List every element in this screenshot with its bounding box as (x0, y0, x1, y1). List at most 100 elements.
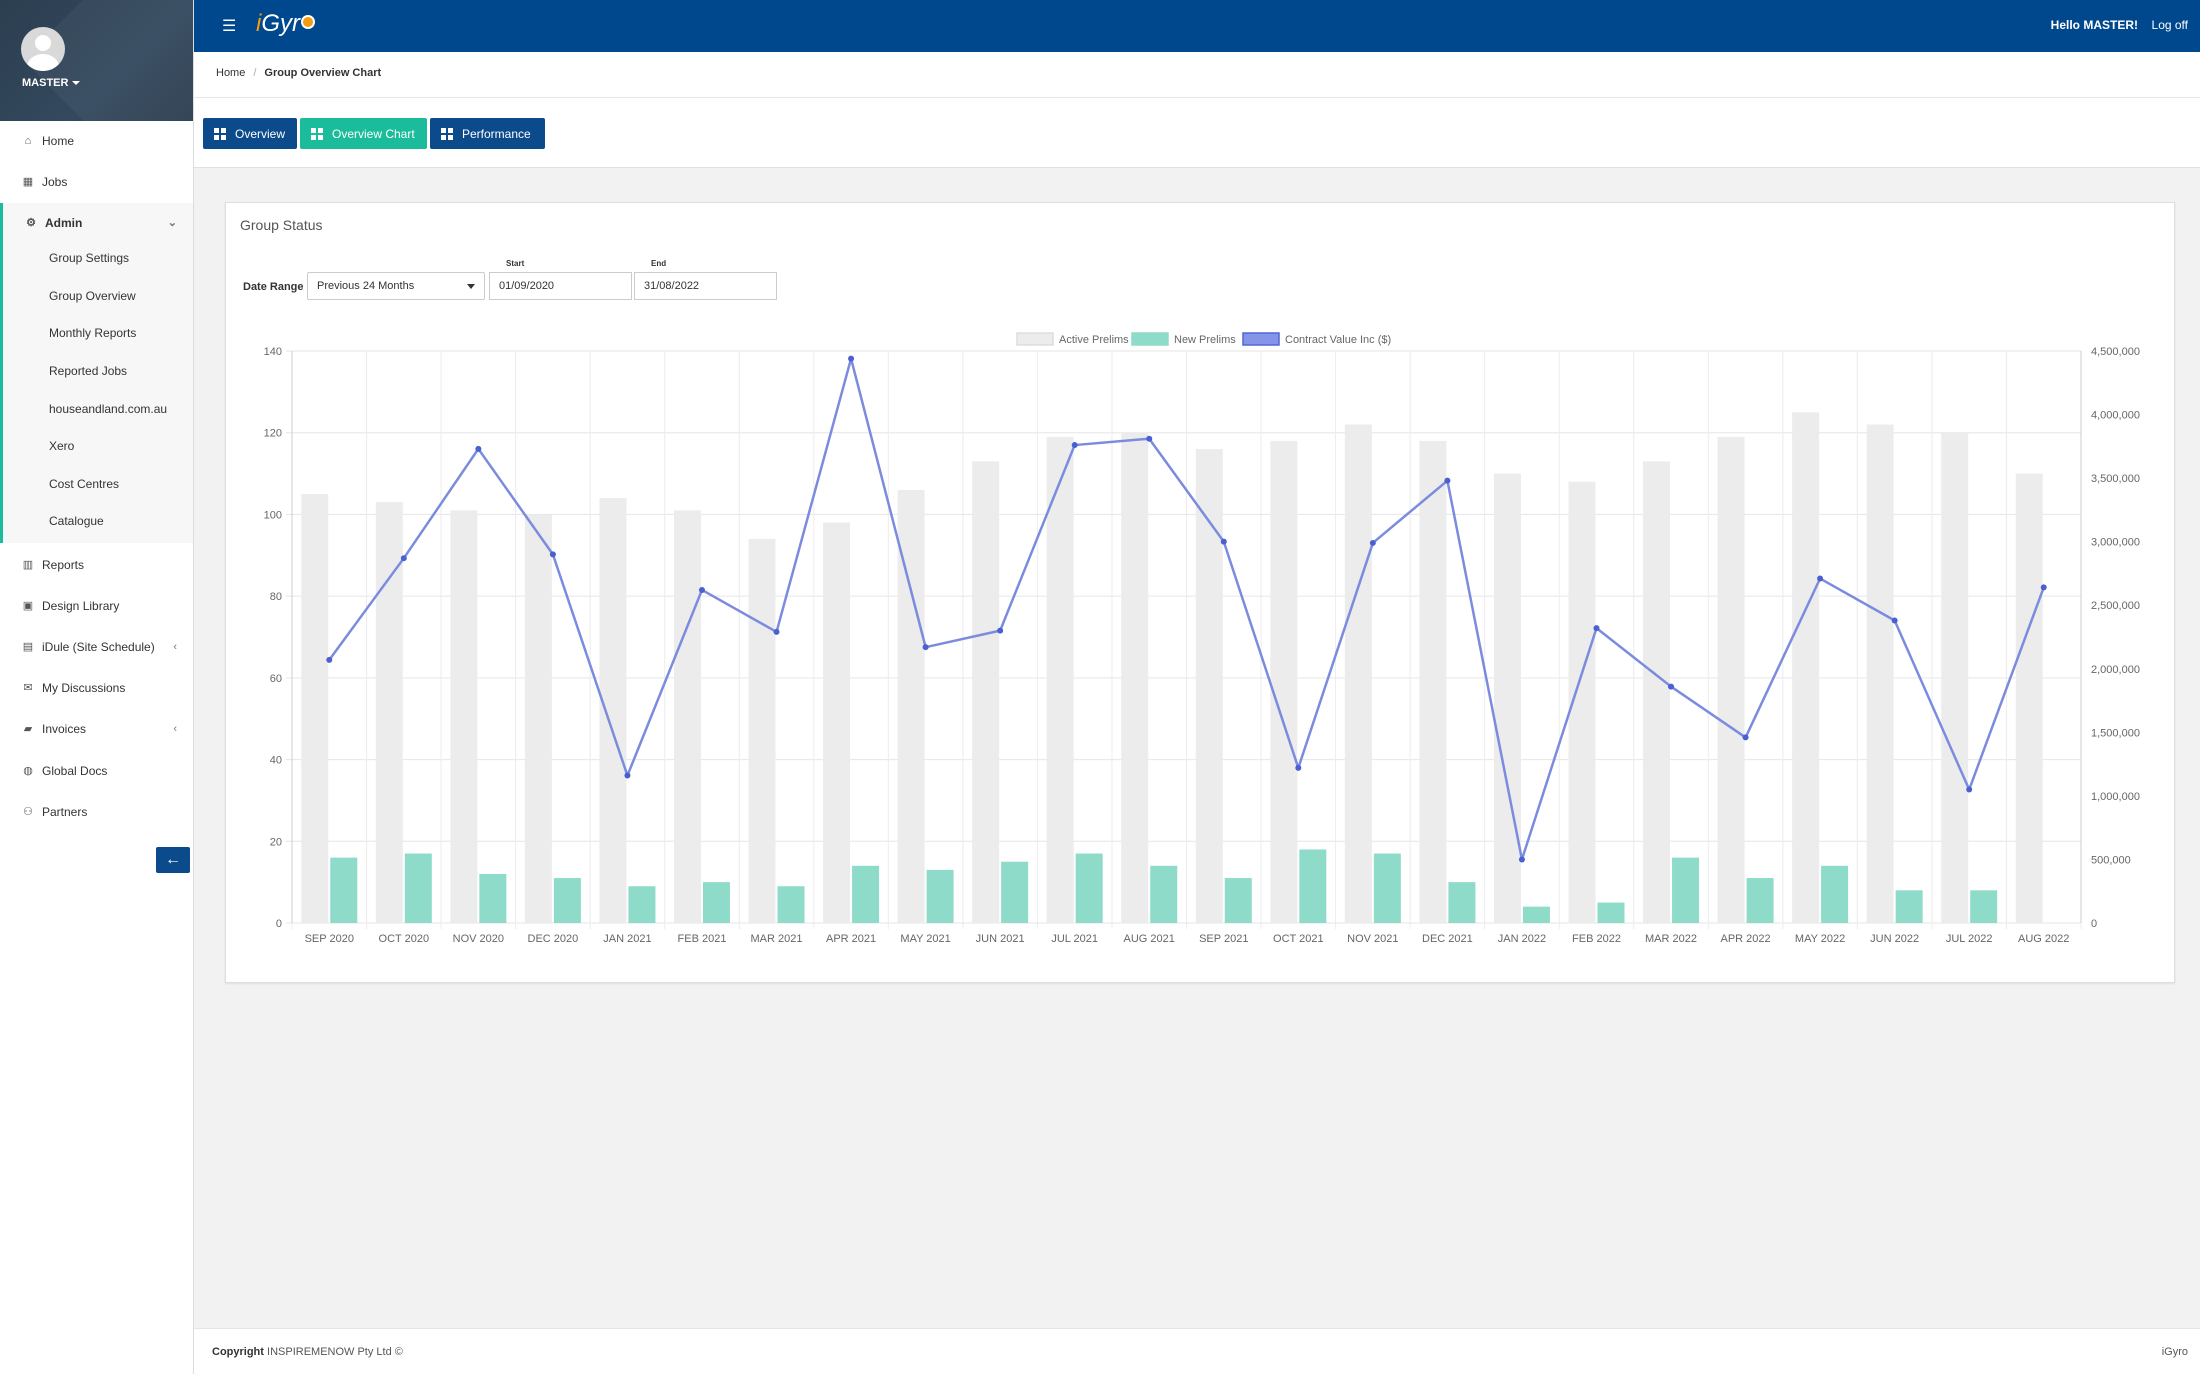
sidebar-item-label: Jobs (42, 174, 68, 189)
y-left-tick-label: 80 (270, 591, 282, 603)
point-contract-value (1817, 575, 1824, 582)
x-tick-label: DEC 2020 (528, 933, 579, 945)
sidebar-item-discussions[interactable]: ✉ My Discussions (0, 667, 193, 708)
greeting: Hello MASTER! (2050, 18, 2138, 32)
chevron-left-icon: ‹ (173, 640, 177, 653)
bar-new-prelims (1001, 861, 1029, 923)
globe-icon: ◍ (23, 765, 33, 777)
sidebar-item-reports[interactable]: ▥ Reports (0, 544, 193, 585)
bar-new-prelims (777, 886, 805, 923)
sidebar-item-label: Design Library (42, 598, 120, 613)
bar-active-prelims (1717, 436, 1745, 923)
footer-brand: iGyro (2161, 1346, 2188, 1358)
tab-performance[interactable]: Performance (430, 118, 545, 149)
x-tick-label: APR 2022 (1720, 933, 1770, 945)
breadcrumb-separator: / (253, 67, 257, 79)
admin-sub-houseandland[interactable]: houseandland.com.au (49, 402, 168, 416)
admin-submenu (0, 203, 193, 543)
admin-sub-xero[interactable]: Xero (49, 439, 75, 453)
x-tick-label: MAY 2021 (900, 933, 950, 945)
admin-sub-monthly-reports[interactable]: Monthly Reports (49, 326, 137, 340)
gear-icon: ⚙ (26, 217, 36, 229)
sidebar-item-jobs[interactable]: ▦ Jobs (0, 161, 193, 202)
tab-overview[interactable]: Overview (203, 118, 297, 149)
point-contract-value (1966, 786, 1973, 793)
bar-new-prelims (330, 857, 358, 923)
legend-swatch (1242, 332, 1280, 346)
logoff-link[interactable]: Log off (2151, 18, 2188, 32)
collapse-sidebar-button[interactable]: ← (156, 847, 190, 873)
bar-new-prelims (1821, 865, 1849, 923)
breadcrumb-current: Group Overview Chart (264, 67, 382, 79)
admin-sub-catalogue[interactable]: Catalogue (49, 514, 104, 528)
y-left-tick-label: 140 (264, 346, 282, 358)
y-left-tick-label: 100 (264, 509, 282, 521)
point-contract-value (848, 355, 855, 362)
bar-new-prelims (852, 865, 880, 923)
sidebar-item-home[interactable]: ⌂ Home (0, 120, 193, 161)
sidebar-item-admin[interactable]: ⚙ Admin ⌄ (0, 202, 193, 243)
legend-swatch (1016, 332, 1054, 346)
admin-sub-group-overview[interactable]: Group Overview (49, 289, 136, 303)
date-range-select[interactable]: Previous 24 Months (307, 272, 485, 300)
sidebar-item-idule[interactable]: ▤ iDule (Site Schedule) ‹ (0, 626, 193, 667)
tab-label: Performance (462, 126, 531, 141)
bar-active-prelims (2015, 473, 2043, 923)
y-right-tick-label: 2,000,000 (2091, 664, 2140, 676)
x-tick-label: FEB 2022 (1572, 933, 1621, 945)
sidebar-item-partners[interactable]: ⚇ Partners (0, 791, 193, 832)
x-tick-label: AUG 2021 (1124, 933, 1175, 945)
sidebar-item-invoices[interactable]: ▰ Invoices ‹ (0, 708, 193, 749)
point-contract-value (400, 555, 407, 562)
sidebar: MASTER ⌂ Home ▦ Jobs ⚙ Admin ⌄ Group Settin… (0, 0, 194, 1374)
point-contract-value (1295, 764, 1302, 771)
y-right-tick-label: 500,000 (2091, 854, 2131, 866)
group-status-panel: Group Status Date Range Previous 24 Mont… (225, 202, 2175, 983)
y-right-tick-label: 4,000,000 (2091, 410, 2140, 422)
bar-new-prelims (628, 886, 656, 923)
legend-label: Active Prelims (1059, 334, 1129, 346)
user-menu[interactable]: MASTER (22, 77, 81, 89)
point-contract-value (1444, 477, 1451, 484)
date-range-value: Previous 24 Months (317, 280, 415, 292)
sidebar-item-design-library[interactable]: ▣ Design Library (0, 585, 193, 626)
line-contract-value (328, 357, 2045, 861)
bar-active-prelims (673, 510, 701, 923)
x-tick-label: MAR 2022 (1645, 933, 1697, 945)
avatar[interactable] (21, 27, 65, 71)
sidebar-item-label: iDule (Site Schedule) (42, 639, 155, 654)
calendar-icon: ▤ (22, 641, 34, 653)
start-date-input[interactable]: 01/09/2020 (489, 272, 632, 300)
tab-overview-chart[interactable]: Overview Chart (300, 118, 427, 149)
bar-chart-icon: ▥ (22, 559, 34, 571)
arrow-left-icon: ← (165, 851, 181, 868)
admin-sub-cost-centres[interactable]: Cost Centres (49, 477, 120, 491)
point-contract-value (1668, 683, 1675, 690)
end-date-input[interactable]: 31/08/2022 (634, 272, 777, 300)
point-contract-value (326, 656, 333, 663)
bar-active-prelims (748, 538, 776, 923)
y-left-tick-label: 0 (276, 918, 282, 930)
point-contract-value (2040, 584, 2047, 591)
breadcrumb: Home / Group Overview Chart (194, 52, 2200, 98)
bar-new-prelims (1672, 857, 1700, 923)
sidebar-item-global-docs[interactable]: ◍ Global Docs (0, 750, 193, 791)
brand-logo[interactable]: iGyr (256, 10, 316, 38)
point-contract-value (1220, 538, 1227, 545)
date-range-label: Date Range (243, 281, 304, 293)
breadcrumb-home[interactable]: Home (216, 67, 246, 79)
hamburger-icon[interactable]: ☰ (222, 18, 237, 35)
sidebar-item-label: Global Docs (42, 763, 108, 778)
admin-sub-reported-jobs[interactable]: Reported Jobs (49, 364, 128, 378)
x-tick-label: DEC 2021 (1422, 933, 1473, 945)
grid-icon (441, 127, 453, 140)
profile-header: MASTER (0, 0, 193, 121)
tab-label: Overview Chart (332, 126, 415, 141)
x-tick-label: OCT 2020 (379, 933, 430, 945)
x-tick-label: NOV 2020 (453, 933, 504, 945)
y-right-tick-label: 2,500,000 (2091, 600, 2140, 612)
admin-sub-group-settings[interactable]: Group Settings (49, 251, 130, 265)
sidebar-item-label: Reports (42, 557, 85, 572)
point-contract-value (1593, 625, 1600, 632)
end-label: End (651, 259, 667, 268)
